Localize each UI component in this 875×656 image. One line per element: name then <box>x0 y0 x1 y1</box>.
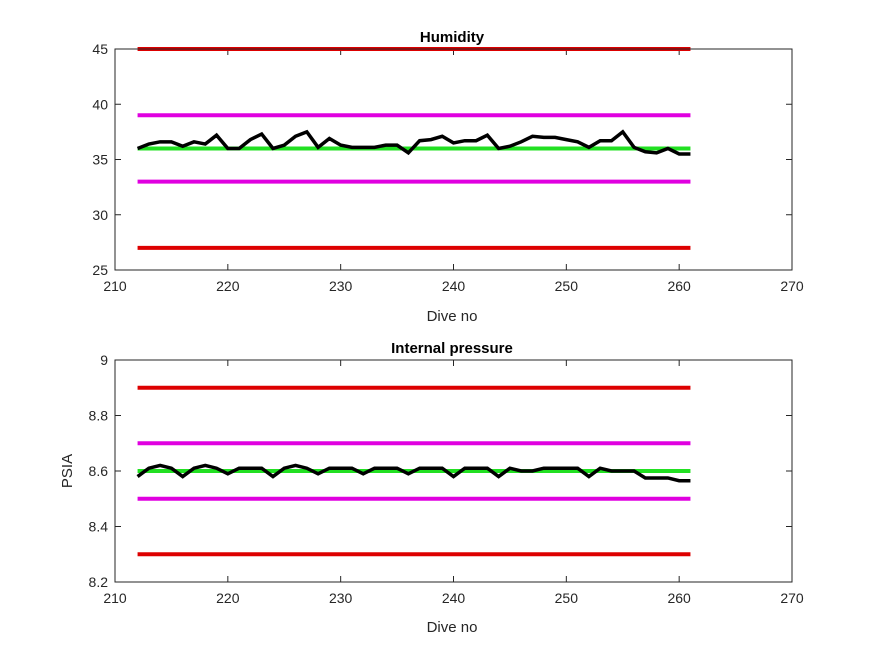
pressure-ticks: 210 220 230 240 250 260 270 8.2 8.4 8.6 8.8 9 <box>89 352 804 606</box>
humidity-xtick-label: 270 <box>780 278 804 294</box>
humidity-title: Humidity <box>420 29 485 46</box>
humidity-xlabel: Dive no <box>427 308 478 325</box>
humidity-xtick-label: 210 <box>103 278 127 294</box>
humidity-ytick-label: 45 <box>92 41 108 57</box>
pressure-chart: Internal pressure Dive no PSIA 210 220 230… <box>59 340 804 636</box>
pressure-xtick-label: 210 <box>103 590 127 606</box>
pressure-ytick-label: 8.2 <box>89 574 109 590</box>
pressure-ytick-label: 8.4 <box>89 519 109 535</box>
humidity-ytick-label: 25 <box>92 262 108 278</box>
humidity-ytick-label: 35 <box>92 152 108 168</box>
pressure-xtick-label: 260 <box>667 590 691 606</box>
humidity-chart: Humidity Dive no 210 220 230 240 250 260 270 25… <box>92 29 803 325</box>
pressure-xtick-label: 220 <box>216 590 240 606</box>
humidity-xtick-label: 260 <box>667 278 691 294</box>
pressure-xtick-label: 230 <box>329 590 353 606</box>
pressure-xtick-label: 270 <box>780 590 804 606</box>
humidity-ytick-label: 30 <box>92 207 108 223</box>
humidity-xtick-label: 230 <box>329 278 353 294</box>
pressure-ytick-label: 8.8 <box>89 408 109 424</box>
pressure-ylabel: PSIA <box>59 454 76 488</box>
pressure-ytick-label: 8.6 <box>89 463 109 479</box>
humidity-ytick-label: 40 <box>92 96 108 112</box>
humidity-xtick-label: 220 <box>216 278 240 294</box>
humidity-xtick-label: 240 <box>442 278 466 294</box>
pressure-data-line <box>136 463 691 483</box>
pressure-title: Internal pressure <box>391 340 513 357</box>
humidity-xtick-label: 250 <box>555 278 579 294</box>
pressure-xtick-label: 250 <box>555 590 579 606</box>
humidity-data-line <box>136 129 691 156</box>
pressure-axes-box <box>114 359 793 583</box>
pressure-xlabel: Dive no <box>427 619 478 636</box>
pressure-series <box>136 385 691 557</box>
pressure-ytick-label: 9 <box>100 352 108 368</box>
humidity-axes-box <box>114 48 793 271</box>
pressure-xtick-label: 240 <box>442 590 466 606</box>
